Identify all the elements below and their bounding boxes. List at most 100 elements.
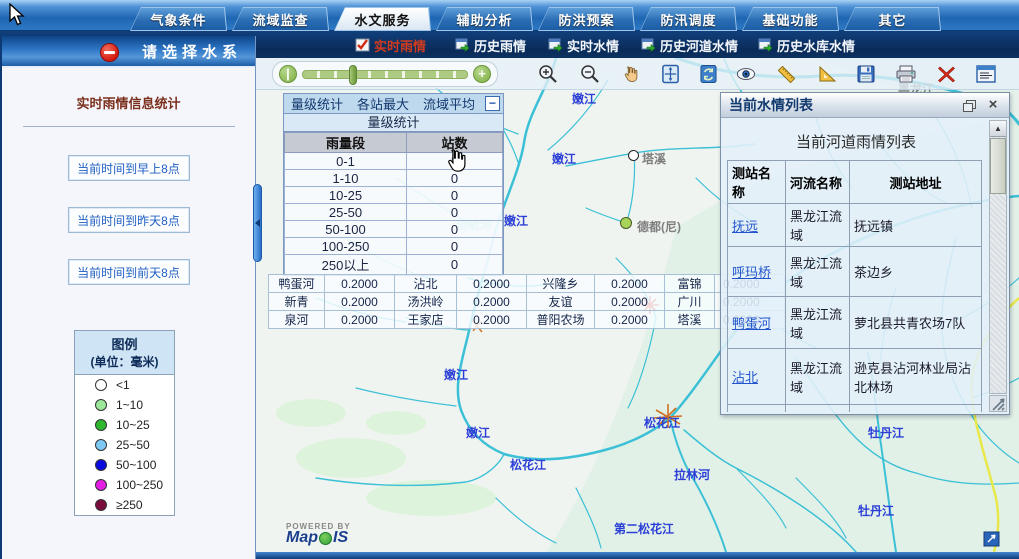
clear-icon[interactable]: [934, 63, 958, 85]
measure-ruler-icon[interactable]: [774, 63, 798, 85]
print-icon[interactable]: [894, 63, 918, 85]
legend-item: 25~50: [75, 435, 174, 455]
tab-basic-functions[interactable]: 基础功能: [742, 7, 839, 31]
legend-item: ≥250: [75, 495, 174, 515]
save-icon[interactable]: [854, 63, 878, 85]
window-green-arrow-icon: [641, 38, 656, 52]
zoom-in-icon[interactable]: [536, 63, 560, 85]
window-green-arrow-icon: [758, 38, 773, 52]
station-link[interactable]: 沾北: [732, 370, 759, 385]
zoom-slider-min-button[interactable]: |: [279, 65, 297, 83]
stop-minus-icon: [100, 43, 119, 62]
tab-basin-monitor[interactable]: 流域监查: [232, 7, 329, 31]
station-link[interactable]: 呼玛桥: [732, 265, 772, 280]
legend-swatch: [95, 379, 107, 391]
legend-item: <1: [75, 375, 174, 395]
subnav-history-rain[interactable]: 历史雨情: [455, 35, 526, 55]
subnav-realtime-water[interactable]: 实时水情: [548, 35, 619, 55]
map-label-river: 松花江: [510, 458, 547, 472]
legend-swatch: [95, 479, 107, 491]
col-header-river: 河流名称: [785, 160, 850, 204]
map-label-river: 嫩江: [572, 92, 597, 106]
checked-checkbox-icon: [355, 38, 370, 52]
measure-set-square-icon[interactable]: [816, 63, 840, 85]
river-rain-table: 测站名称 河流名称 测站地址 抚远 黑龙江流域 抚远镇 呼玛桥 黑龙江流域 茶边…: [727, 160, 982, 412]
station-marker-taxi[interactable]: [628, 150, 639, 161]
time-to-day-before-8am-button[interactable]: 当前时间到前天8点: [67, 259, 190, 285]
map-label-river: 嫩江: [552, 152, 577, 166]
time-to-yesterday-8am-button[interactable]: 当前时间到昨天8点: [67, 207, 190, 233]
legend-item: 1~10: [75, 395, 174, 415]
stats-collapse-button[interactable]: −: [485, 96, 500, 111]
window-green-arrow-icon: [455, 38, 470, 52]
stats-tab-basin-average[interactable]: 流域平均: [422, 97, 475, 112]
window-green-arrow-icon: [548, 38, 563, 52]
subnav-history-reservoir-water[interactable]: 历史水库水情: [758, 35, 855, 55]
restore-icon[interactable]: [961, 98, 977, 113]
sidebar-header-title: 请选择水系: [142, 43, 243, 61]
water-list-row: 抚远 黑龙江流域 抚远镇: [727, 203, 982, 247]
time-to-8am-button[interactable]: 当前时间到早上8点: [67, 155, 190, 181]
station-marker-dedu[interactable]: [620, 217, 632, 229]
map-toolbar: | +: [256, 58, 1019, 90]
zoom-slider-handle[interactable]: [348, 64, 357, 85]
legend-header: 图例 (单位：毫米): [75, 331, 174, 375]
tab-weather[interactable]: 气象条件: [130, 7, 227, 31]
legend-unit: (单位：毫米): [90, 355, 159, 369]
tab-others[interactable]: 其它: [844, 7, 941, 31]
close-icon[interactable]: ×: [988, 95, 998, 113]
subnav-realtime-rain[interactable]: 实时雨情: [355, 35, 426, 55]
legend-swatch: [95, 459, 107, 471]
stats-row: 10-25 0: [284, 186, 503, 204]
zoom-slider: | +: [272, 61, 498, 87]
zoom-out-icon[interactable]: [578, 63, 602, 85]
stats-tab-bar: 量级统计 各站最大 流域平均 −: [284, 94, 503, 114]
stats-row: 1-10 0: [284, 169, 503, 187]
tab-aux-analysis[interactable]: 辅助分析: [436, 7, 533, 31]
col-header-address: 测站地址: [849, 160, 982, 204]
sidebar-collapse-handle[interactable]: [253, 184, 262, 262]
refresh-icon[interactable]: [696, 63, 720, 85]
eye-icon[interactable]: [734, 63, 758, 85]
rainfall-legend: 图例 (单位：毫米) <1 1~10 10~25 25~50 50~100 10…: [74, 330, 175, 516]
report-icon[interactable]: [974, 63, 998, 85]
map-label-station: 德都(尼): [637, 220, 681, 234]
map-label-river: 第二松花江: [614, 522, 675, 536]
rain-stats-panel: 量级统计 各站最大 流域平均 − 量级统计 雨量段 站数 0-1 2 1-10 0 1…: [283, 93, 504, 276]
map-label-river: 牡丹江: [858, 504, 895, 518]
full-extent-icon[interactable]: [658, 63, 682, 85]
stats-title: 量级统计: [284, 114, 503, 132]
panel-title: 当前水情列表: [729, 97, 813, 113]
sidebar-header: 请选择水系: [2, 36, 255, 68]
stats-tab-magnitude[interactable]: 量级统计: [290, 97, 343, 112]
tab-flood-plan[interactable]: 防洪预案: [538, 7, 635, 31]
scroll-up-icon[interactable]: ▲: [990, 121, 1006, 137]
divider: [22, 126, 235, 127]
stats-tab-station-max[interactable]: 各站最大: [356, 97, 409, 112]
scrollbar-thumb[interactable]: [990, 138, 1006, 194]
panel-titlebar[interactable]: 当前水情列表 ×: [721, 93, 1009, 118]
map-label-river: 嫩江: [466, 426, 491, 440]
tab-hydrology-service[interactable]: 水文服务: [334, 7, 431, 31]
top-navigation-bar: 气象条件 流域监查 水文服务 辅助分析 防洪预案 防汛调度 基础功能 其它: [0, 0, 1019, 31]
station-link[interactable]: 抚远: [732, 218, 759, 234]
panel-scrollbar[interactable]: ▲: [989, 120, 1007, 394]
panel-heading: 当前河道雨情列表: [795, 134, 916, 151]
legend-item: 10~25: [75, 415, 174, 435]
subnav-history-river-water[interactable]: 历史河道水情: [641, 35, 738, 55]
pan-hand-icon[interactable]: [618, 63, 642, 85]
tab-flood-dispatch[interactable]: 防汛调度: [640, 7, 737, 31]
resize-grip-icon[interactable]: [989, 395, 1007, 412]
zoom-slider-track[interactable]: [302, 64, 468, 85]
city-hatch-marker-harbin: [653, 404, 683, 428]
station-link[interactable]: 鸭蛋河: [732, 316, 772, 331]
stats-col-header: 雨量段: [284, 132, 407, 153]
subnav-label: 历史水库水情: [777, 38, 856, 54]
map-label-river: 松花江: [644, 416, 681, 430]
zoom-slider-plus-button[interactable]: +: [473, 65, 491, 83]
legend-swatch: [95, 499, 107, 511]
legend-swatch: [95, 399, 107, 411]
